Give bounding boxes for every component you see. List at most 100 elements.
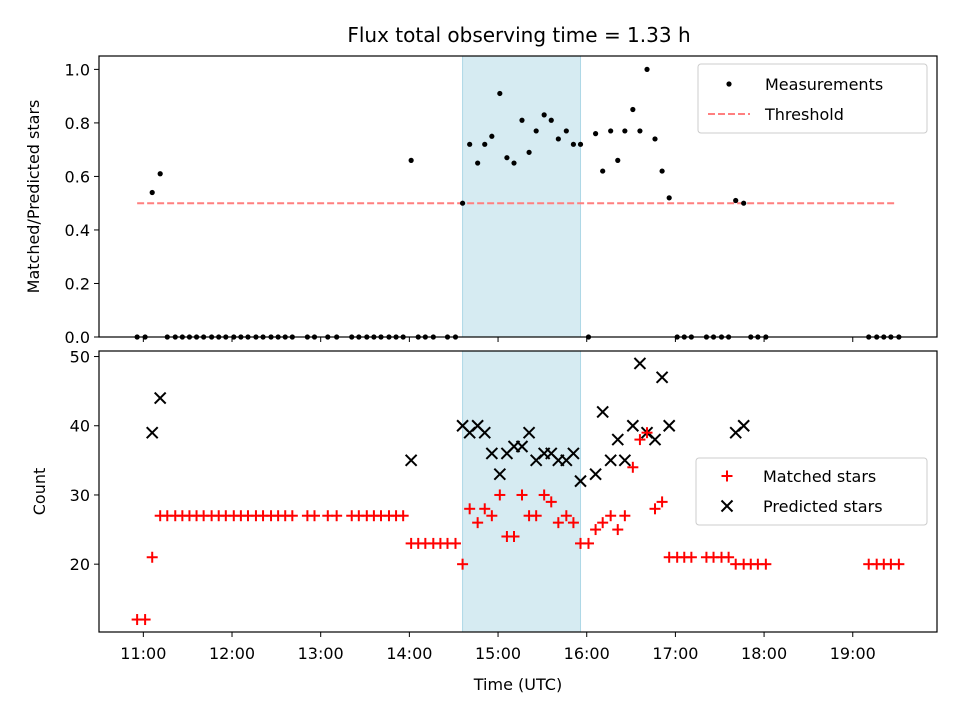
counts-legend-box bbox=[695, 457, 928, 526]
measurement-point bbox=[600, 168, 606, 174]
counts-ytick-label-0: 20 bbox=[70, 555, 90, 574]
ratio-ytick-label-5: 1.0 bbox=[65, 60, 90, 79]
chart-title: Flux total observing time = 1.33 h bbox=[347, 23, 690, 47]
ratio-ytick-label-1: 0.2 bbox=[65, 274, 90, 293]
predicted-star-point-b bbox=[493, 467, 507, 481]
matched-star-point bbox=[508, 530, 520, 542]
ratio-panel: 0.0 0.2 0.4 0.6 0.8 1.0 Matched/Predicted sta… bbox=[24, 55, 938, 347]
predicted-star-point bbox=[515, 440, 529, 453]
predicted-star-point bbox=[478, 426, 491, 439]
matched-star-point bbox=[472, 517, 484, 529]
x-tick-label-3: 14:00 bbox=[386, 644, 432, 663]
measurement-point bbox=[157, 171, 163, 177]
legend-matched-glyph bbox=[721, 470, 733, 482]
measurement-point bbox=[541, 112, 547, 118]
legend-matched-marker bbox=[721, 470, 733, 482]
matched-star-point bbox=[486, 510, 498, 522]
predicted-star-point-b bbox=[655, 371, 669, 384]
measurement-point bbox=[533, 128, 539, 134]
predicted-star-point bbox=[633, 357, 647, 370]
ratio-ytick-label-0: 0.0 bbox=[65, 328, 90, 347]
predicted-star-point bbox=[153, 391, 167, 405]
matched-star-point bbox=[331, 510, 343, 522]
matched-star-point bbox=[139, 614, 151, 626]
matched-star-point bbox=[612, 524, 624, 536]
measurement-point bbox=[570, 141, 577, 147]
predicted-star-point bbox=[596, 405, 609, 419]
counts-x-axis: 11:00 12:00 13:00 14:00 15:00 16:00 17:00 18:00… bbox=[120, 632, 876, 663]
measurement-point bbox=[475, 160, 481, 166]
matched-star-point bbox=[530, 510, 542, 522]
counts-ytick-label-2: 40 bbox=[70, 417, 90, 436]
matched-stars-points bbox=[131, 427, 905, 626]
predicted-star-point-b bbox=[604, 454, 617, 467]
counts-y-axis-label: Count bbox=[30, 468, 49, 516]
predicted-star-point bbox=[574, 474, 587, 488]
matched-star-point bbox=[479, 503, 491, 515]
measurement-point bbox=[467, 141, 473, 147]
predicted-star-point-b bbox=[662, 419, 676, 432]
predicted-star-point-b bbox=[737, 419, 750, 432]
predicted-star-point bbox=[604, 454, 617, 467]
x-tick-label-5: 16:00 bbox=[564, 644, 610, 663]
measurement-point bbox=[615, 157, 621, 163]
matched-star-point bbox=[760, 558, 772, 570]
matched-star-point bbox=[464, 503, 476, 515]
measurement-point bbox=[482, 141, 488, 147]
matched-star-point bbox=[308, 510, 320, 522]
predicted-star-point bbox=[567, 447, 580, 460]
predicted-star-point-b bbox=[567, 447, 580, 460]
measurement-point bbox=[519, 117, 525, 123]
matched-star-point bbox=[597, 517, 609, 529]
predicted-star-point-b bbox=[456, 419, 469, 432]
measurement-point bbox=[408, 157, 414, 163]
predicted-star-point-b bbox=[153, 391, 167, 405]
predicted-star-point-b bbox=[633, 357, 647, 370]
matched-star-point bbox=[552, 517, 564, 529]
ratio-y-axis: 0.0 0.2 0.4 0.6 0.8 1.0 bbox=[65, 60, 99, 347]
predicted-star-point bbox=[493, 467, 507, 481]
matched-star-point bbox=[397, 510, 409, 522]
measurement-point bbox=[733, 197, 739, 204]
predicted-star-point bbox=[737, 419, 750, 432]
predicted-star-point-b bbox=[589, 467, 602, 481]
predicted-star-point bbox=[522, 426, 536, 439]
measurement-point bbox=[511, 160, 517, 166]
observing-span-top bbox=[462, 55, 582, 338]
ratio-ytick-label-2: 0.4 bbox=[65, 221, 90, 240]
predicted-star-point bbox=[589, 467, 602, 481]
measurement-point bbox=[497, 90, 503, 97]
predicted-star-point-b bbox=[515, 440, 529, 453]
matched-star-point bbox=[590, 524, 602, 536]
matched-star-point bbox=[634, 434, 646, 446]
predicted-star-point bbox=[648, 433, 662, 446]
matched-star-point bbox=[560, 510, 572, 522]
legend-predicted-label: Predicted stars bbox=[763, 497, 883, 516]
predicted-star-point-b bbox=[145, 426, 159, 439]
predicted-star-point-b bbox=[596, 405, 609, 419]
predicted-star-point-b bbox=[611, 433, 624, 446]
ratio-ytick-label-3: 0.6 bbox=[65, 167, 90, 186]
matched-star-point bbox=[627, 461, 639, 473]
legend-predicted-glyph-b bbox=[720, 499, 734, 513]
predicted-star-point bbox=[485, 447, 499, 460]
measurement-point bbox=[526, 149, 532, 155]
predicted-star-point-b bbox=[485, 447, 499, 460]
predicted-star-point bbox=[611, 433, 624, 446]
legend-predicted-marker bbox=[720, 499, 734, 513]
predicted-star-point bbox=[655, 371, 669, 384]
measurement-point bbox=[630, 106, 636, 113]
predicted-star-point bbox=[626, 419, 640, 432]
x-axis-label: Time (UTC) bbox=[473, 675, 562, 694]
measurement-point bbox=[489, 133, 495, 139]
predicted-star-point-b bbox=[574, 474, 587, 488]
x-tick-label-1: 12:00 bbox=[209, 644, 255, 663]
measurement-point bbox=[644, 66, 650, 72]
predicted-star-point bbox=[662, 419, 676, 432]
predicted-star-point bbox=[404, 454, 418, 467]
matched-star-point bbox=[567, 517, 579, 529]
predicted-star-point-b bbox=[522, 426, 536, 439]
legend-measurements-marker bbox=[726, 81, 732, 87]
matched-star-point bbox=[449, 537, 461, 549]
